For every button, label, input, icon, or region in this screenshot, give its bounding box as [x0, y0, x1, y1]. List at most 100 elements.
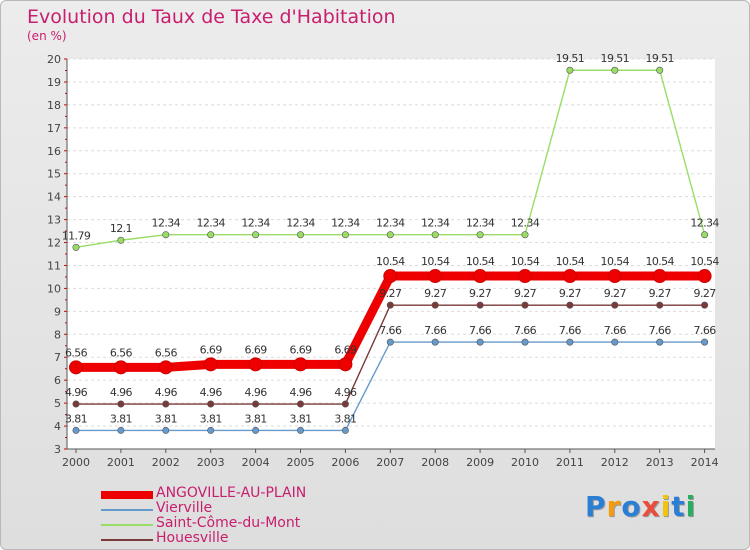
- logo-letter: o: [621, 490, 642, 523]
- data-point: [296, 400, 304, 408]
- data-label: 7.66: [559, 324, 582, 337]
- logo-letter: x: [641, 490, 661, 523]
- legend-item-angoville[interactable]: ANGOVILLE-AU-PLAIN: [101, 485, 361, 503]
- y-tick-label: 18: [47, 99, 61, 112]
- logo-letter: P: [585, 490, 607, 523]
- data-point: [476, 301, 484, 309]
- data-label: 11.79: [62, 229, 91, 242]
- data-label: 12.34: [690, 217, 719, 230]
- data-label: 6.69: [289, 343, 312, 356]
- data-label: 7.66: [469, 324, 492, 337]
- data-point: [72, 243, 80, 251]
- y-tick-label: 19: [47, 76, 61, 89]
- data-point: [428, 269, 443, 284]
- logo-letter: i: [660, 490, 672, 523]
- data-point: [431, 231, 439, 239]
- data-label: 10.54: [601, 255, 630, 268]
- logo-letter: t: [671, 490, 686, 523]
- data-label: 10.54: [645, 255, 674, 268]
- data-point: [117, 400, 125, 408]
- data-point: [386, 301, 394, 309]
- data-point: [521, 338, 529, 346]
- data-point: [293, 357, 308, 372]
- data-label: 4.96: [245, 386, 268, 399]
- data-label: 9.27: [379, 287, 402, 300]
- data-label: 4.96: [155, 386, 178, 399]
- x-tick-label: 2010: [511, 456, 539, 469]
- data-point: [252, 400, 260, 408]
- data-label: 9.27: [514, 287, 537, 300]
- data-point: [117, 236, 125, 244]
- y-tick-label: 3: [54, 443, 61, 456]
- data-point: [203, 357, 218, 372]
- x-tick-label: 2000: [62, 456, 90, 469]
- data-point: [521, 231, 529, 239]
- data-point: [72, 426, 80, 434]
- chart-title: Evolution du Taux de Taxe d'Habitation: [27, 6, 396, 28]
- data-label: 3.81: [245, 412, 267, 425]
- data-label: 7.66: [424, 324, 447, 337]
- data-point: [69, 360, 83, 375]
- data-point: [566, 301, 574, 309]
- y-tick-label: 15: [47, 168, 61, 181]
- data-label: 12.34: [286, 217, 315, 230]
- data-label: 3.81: [110, 412, 132, 425]
- legend-item-saint-come[interactable]: Saint-Côme-du-Mont: [101, 515, 361, 533]
- data-point: [476, 338, 484, 346]
- data-point: [72, 400, 80, 408]
- data-point: [607, 269, 622, 284]
- data-label: 19.51: [601, 52, 630, 65]
- data-point: [476, 231, 484, 239]
- y-tick-label: 7: [54, 351, 61, 364]
- data-label: 9.27: [469, 287, 492, 300]
- data-label: 10.54: [376, 255, 405, 268]
- data-label: 6.69: [200, 343, 223, 356]
- data-label: 6.56: [155, 346, 178, 359]
- data-label: 4.96: [289, 386, 312, 399]
- data-label: 10.54: [556, 255, 585, 268]
- data-point: [207, 426, 215, 434]
- data-label: 10.54: [466, 255, 495, 268]
- data-point: [296, 231, 304, 239]
- data-label: 7.66: [604, 324, 627, 337]
- data-label: 7.66: [514, 324, 537, 337]
- data-label: 9.27: [649, 287, 672, 300]
- legend-item-houesville[interactable]: Houesville: [101, 530, 361, 548]
- data-point: [162, 400, 170, 408]
- legend-swatch: [101, 539, 153, 541]
- legend-item-vierville[interactable]: Vierville: [101, 500, 361, 518]
- data-point: [338, 357, 353, 372]
- y-tick-label: 11: [47, 259, 61, 272]
- data-point: [341, 426, 349, 434]
- data-point: [296, 426, 304, 434]
- data-label: 12.34: [241, 217, 270, 230]
- data-point: [117, 426, 125, 434]
- data-point: [207, 400, 215, 408]
- legend-label: Vierville: [156, 500, 213, 516]
- data-point: [656, 301, 664, 309]
- data-label: 9.27: [604, 287, 627, 300]
- data-label: 4.96: [65, 386, 88, 399]
- x-tick-label: 2001: [107, 456, 135, 469]
- x-tick-label: 2011: [556, 456, 584, 469]
- y-tick-label: 16: [47, 145, 61, 158]
- x-tick-label: 2005: [287, 456, 315, 469]
- data-label: 4.96: [200, 386, 223, 399]
- y-tick-label: 9: [54, 305, 61, 318]
- x-tick-label: 2003: [197, 456, 225, 469]
- legend-swatch: [101, 524, 153, 526]
- data-label: 3.81: [200, 412, 222, 425]
- data-point: [386, 231, 394, 239]
- y-tick-label: 6: [54, 374, 61, 387]
- data-label: 6.56: [110, 346, 133, 359]
- data-point: [473, 269, 488, 284]
- legend-label: Saint-Côme-du-Mont: [156, 515, 301, 531]
- x-tick-label: 2013: [646, 456, 674, 469]
- data-label: 12.34: [152, 217, 181, 230]
- legend-swatch: [101, 491, 153, 499]
- y-axis-unit: (en %): [27, 29, 67, 43]
- y-tick-label: 5: [54, 397, 61, 410]
- plot-area: [67, 59, 715, 449]
- x-tick-label: 2008: [421, 456, 449, 469]
